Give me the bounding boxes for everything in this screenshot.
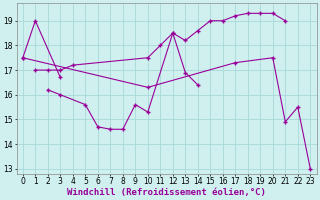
X-axis label: Windchill (Refroidissement éolien,°C): Windchill (Refroidissement éolien,°C) — [67, 188, 266, 197]
